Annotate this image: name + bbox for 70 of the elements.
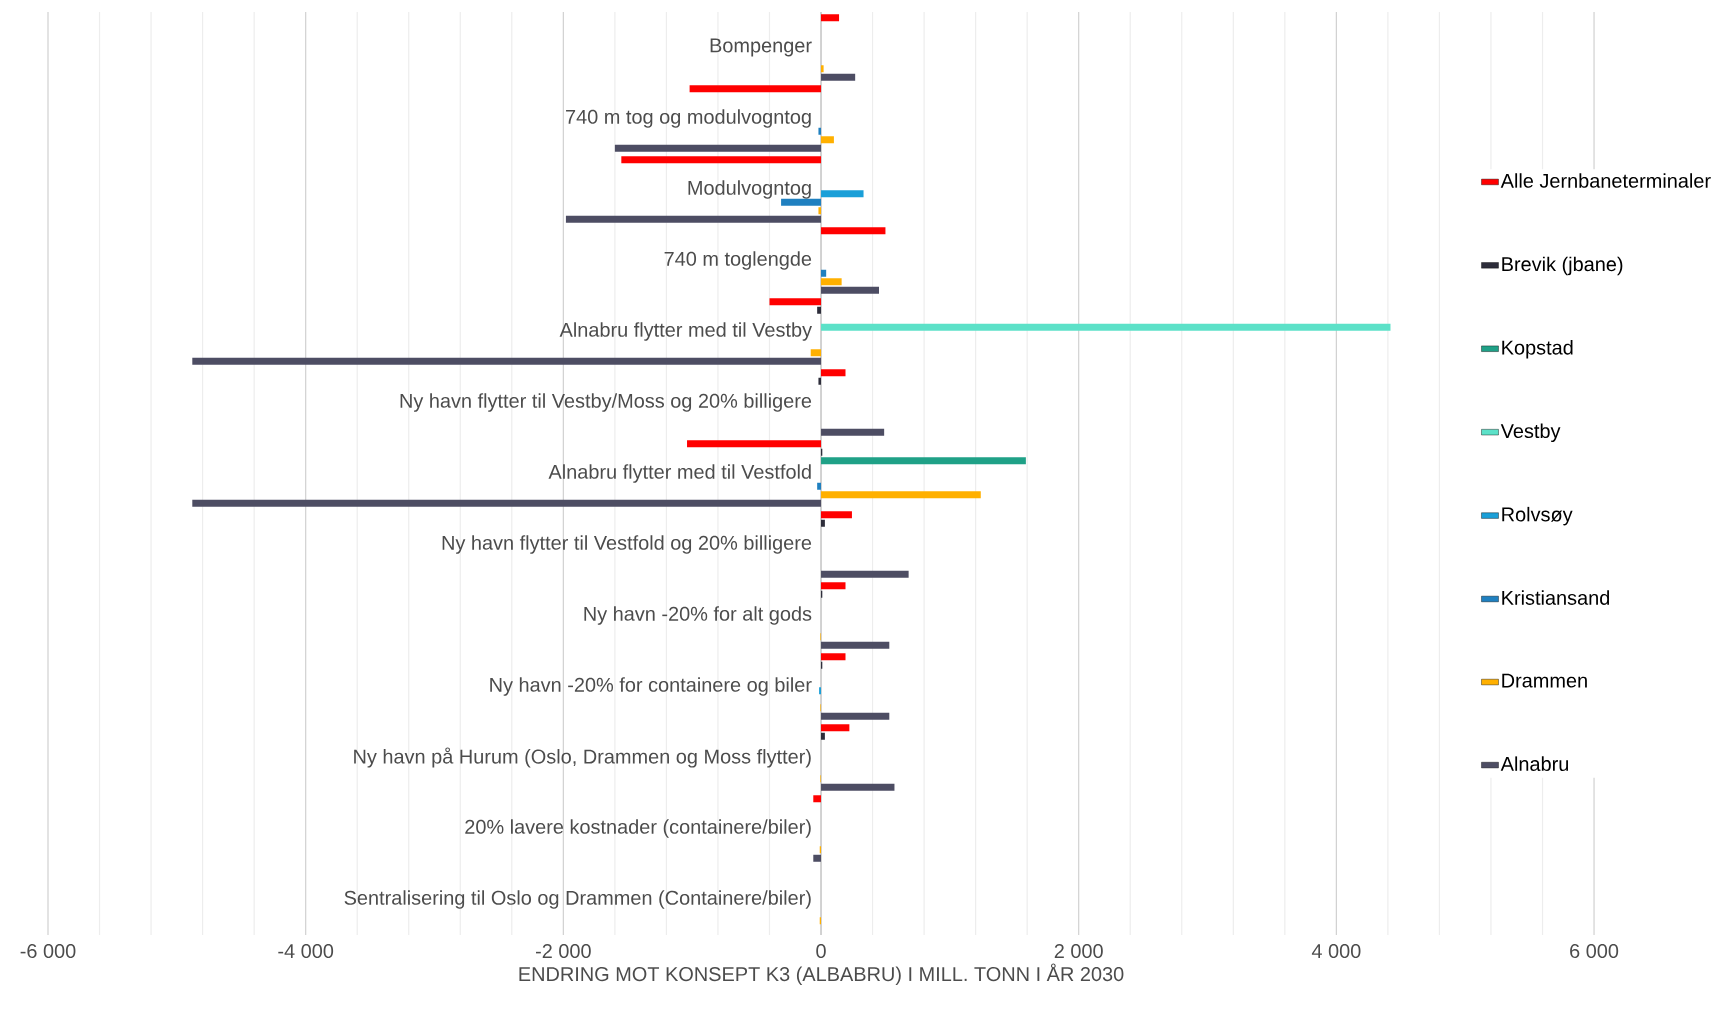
y-tick-label: Sentralisering til Oslo og Drammen (Containere/biler) (344, 890, 811, 909)
bar (821, 511, 852, 519)
bar (817, 306, 822, 314)
bar (821, 286, 879, 294)
x-tick-label: -4 000 (278, 943, 334, 959)
bar (821, 227, 886, 235)
bar (769, 298, 822, 306)
x-tick-label: -2 000 (535, 943, 591, 959)
bar (614, 144, 822, 152)
bar (821, 269, 827, 277)
bar (821, 369, 846, 377)
legend-label: Alnabru (1500, 756, 1569, 771)
bar (813, 795, 822, 803)
y-tick-label: Ny havn på Hurum (Oslo, Drammen og Moss flytter) (354, 747, 811, 768)
bar (821, 570, 909, 578)
legend-label: Drammen (1502, 673, 1587, 688)
bar (821, 428, 885, 436)
bar (821, 323, 1391, 331)
y-tick-label: Ny havn flytter til Vestby/Moss og 20% billigere (400, 393, 812, 412)
y-tick-label: Ny havn -20% for alt gods (584, 606, 812, 625)
bar (821, 712, 890, 720)
bar (821, 641, 890, 649)
legend-label: Kristiansand (1502, 590, 1610, 605)
bar (818, 207, 822, 215)
bar (621, 156, 822, 164)
x-tick-label: 6 000 (1570, 943, 1619, 959)
legend-label: Brevik (jbane) (1502, 256, 1623, 276)
legend-label: Kopstad (1502, 340, 1573, 359)
bar (821, 14, 840, 22)
bar (818, 377, 822, 385)
y-tick-label: Alnabru flytter med til Vestby (559, 322, 812, 341)
bar (821, 491, 981, 499)
bar (192, 357, 822, 365)
bar (817, 482, 822, 490)
bar (821, 136, 834, 144)
y-tick-label: Alnabru flytter med til Vestfold (548, 464, 811, 483)
y-tick-label: 740 m toglengde (664, 251, 812, 270)
y-tick-label: 740 m tog og modulvogntog (566, 109, 811, 128)
x-tick-label: 4 000 (1311, 943, 1361, 959)
bar (565, 215, 822, 223)
bar (821, 457, 1026, 465)
x-tick-label: -6 000 (20, 943, 76, 959)
bar (192, 499, 822, 507)
bar (689, 85, 822, 93)
bar (821, 73, 856, 81)
bar (687, 440, 822, 448)
bar (821, 783, 895, 791)
bar (810, 349, 822, 357)
y-tick-label: Modulvogntog (688, 180, 811, 199)
bar (821, 278, 842, 286)
x-tick-label: 2 000 (1054, 943, 1103, 959)
y-tick-label: Ny havn flytter til Vestfold og 20% billigere (442, 535, 812, 554)
bar (821, 582, 846, 590)
bar (821, 190, 864, 198)
bar (821, 724, 850, 732)
legend-label: Rolvsøy (1502, 506, 1573, 526)
bar (821, 732, 825, 740)
y-tick-label: Ny havn -20% for containere og biler (490, 677, 812, 696)
x-axis-title: ENDRING MOT KONSEPT K3 (ALBABRU) I MILL. TONN I ÅR 2030 (519, 963, 1124, 986)
y-tick-label: Bompenger (710, 38, 812, 57)
legend-label: Vestby (1500, 423, 1561, 443)
y-tick-label: 20% lavere kostnader (containere/biler) (465, 819, 811, 838)
bar (781, 198, 822, 206)
bar (821, 519, 825, 527)
x-tick-label: 0 (816, 943, 826, 959)
legend-label: Alle Jernbaneterminaler (1500, 173, 1711, 188)
bar (818, 127, 822, 135)
bar (813, 854, 822, 862)
bar (821, 653, 846, 661)
bar (821, 65, 824, 73)
